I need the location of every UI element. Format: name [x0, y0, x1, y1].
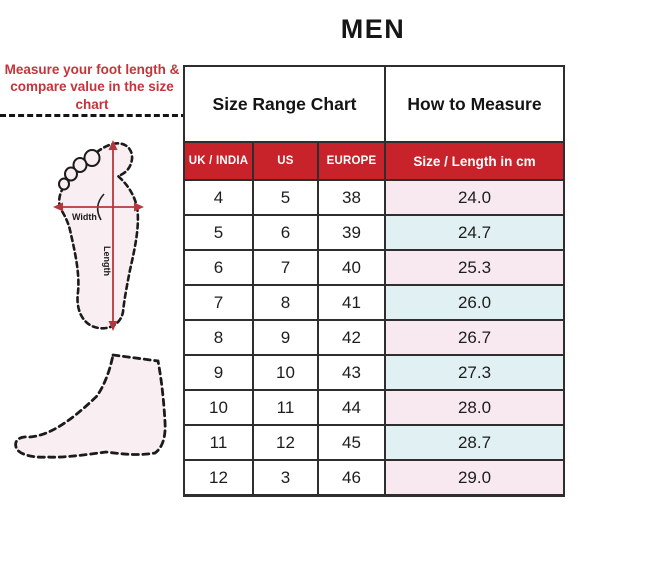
column-header-size-length-cm: Size / Length in cm	[384, 141, 566, 181]
length-label: Length	[102, 246, 112, 276]
length-arrow	[108, 140, 118, 331]
cell-uk-india: 7	[183, 284, 254, 321]
column-header-us: US	[252, 141, 319, 181]
table-row: 9 10 43 27.3	[183, 354, 566, 391]
cell-us: 12	[252, 424, 319, 461]
footprint-diagram: Width Length	[53, 140, 144, 331]
cell-europe: 39	[316, 214, 387, 251]
cell-europe: 44	[316, 389, 387, 426]
toe-icon	[58, 177, 70, 191]
table-column-header-row: UK / INDIA US EUROPE Size / Length in cm	[183, 141, 566, 181]
group-header-size-range: Size Range Chart	[182, 65, 387, 143]
cell-europe: 38	[316, 179, 387, 216]
toe-icon	[83, 149, 101, 167]
table-row: 11 12 45 28.7	[183, 424, 566, 461]
cell-europe: 42	[316, 319, 387, 356]
table-row: 8 9 42 26.7	[183, 319, 566, 356]
cell-us: 9	[252, 319, 319, 356]
column-header-uk-india: UK / INDIA	[183, 141, 254, 181]
cell-us: 11	[252, 389, 319, 426]
cell-uk-india: 11	[183, 424, 254, 461]
table-row: 6 7 40 25.3	[183, 249, 566, 286]
cell-length-cm: 24.7	[384, 214, 566, 251]
table-row: 12 3 46 29.0	[183, 459, 566, 497]
column-header-europe: EUROPE	[316, 141, 387, 181]
cell-europe: 45	[316, 424, 387, 461]
cell-us: 8	[252, 284, 319, 321]
page-title: MEN	[340, 14, 406, 44]
cell-uk-india: 12	[183, 459, 254, 497]
cell-uk-india: 5	[183, 214, 254, 251]
cell-us: 6	[252, 214, 319, 251]
cell-europe: 40	[316, 249, 387, 286]
cell-length-cm: 27.3	[384, 354, 566, 391]
cell-uk-india: 6	[183, 249, 254, 286]
side-foot-outline	[14, 353, 167, 459]
instruction-text: Measure your foot length & compare value…	[4, 62, 180, 112]
table-row: 10 11 44 28.0	[183, 389, 566, 426]
cell-length-cm: 25.3	[384, 249, 566, 286]
cell-europe: 41	[316, 284, 387, 321]
cell-length-cm: 26.7	[384, 319, 566, 356]
divider-dashed-line	[0, 114, 187, 117]
cell-europe: 46	[316, 459, 387, 497]
cell-us: 10	[252, 354, 319, 391]
cell-length-cm: 26.0	[384, 284, 566, 321]
cell-us: 7	[252, 249, 319, 286]
table-row: 4 5 38 24.0	[183, 179, 566, 216]
cell-length-cm: 24.0	[384, 179, 566, 216]
cell-us: 3	[252, 459, 319, 497]
cell-europe: 43	[316, 354, 387, 391]
cell-uk-india: 10	[183, 389, 254, 426]
table-row: 5 6 39 24.7	[183, 214, 566, 251]
table-group-header-row: Size Range Chart How to Measure	[182, 65, 566, 143]
toe-icon	[64, 166, 78, 182]
width-label: Width	[72, 212, 97, 222]
cell-uk-india: 8	[183, 319, 254, 356]
cell-uk-india: 9	[183, 354, 254, 391]
size-chart-table: Size Range Chart How to Measure UK / IND…	[182, 65, 566, 497]
toe-icon	[72, 157, 88, 173]
table-row: 7 8 41 26.0	[183, 284, 566, 321]
cell-length-cm: 28.0	[384, 389, 566, 426]
cell-length-cm: 29.0	[384, 459, 566, 497]
cell-uk-india: 4	[183, 179, 254, 216]
cell-us: 5	[252, 179, 319, 216]
side-foot-diagram	[14, 353, 167, 459]
group-header-how-to-measure: How to Measure	[384, 65, 566, 143]
cell-length-cm: 28.7	[384, 424, 566, 461]
width-arrow	[53, 202, 144, 212]
